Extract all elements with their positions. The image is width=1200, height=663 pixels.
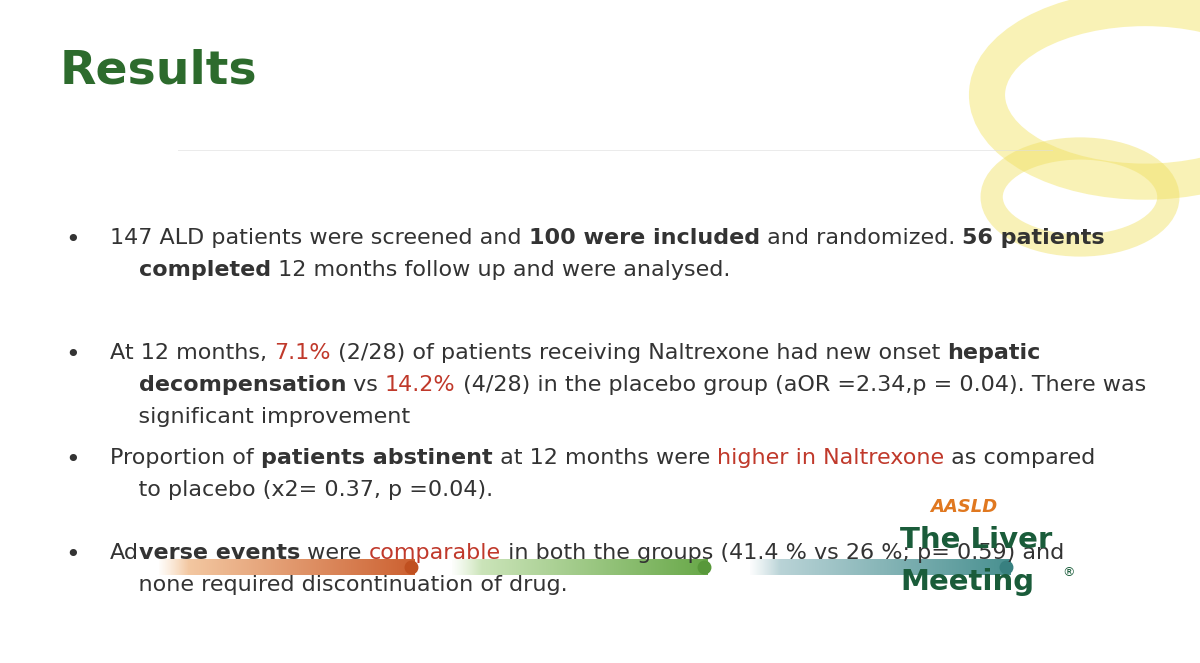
Text: significant improvement: significant improvement (110, 407, 410, 427)
Text: •: • (65, 343, 79, 367)
Text: At 12 months,: At 12 months, (110, 343, 274, 363)
Text: to placebo (x2= 0.37, p =0.04).: to placebo (x2= 0.37, p =0.04). (110, 480, 493, 500)
Text: hepatic: hepatic (947, 343, 1040, 363)
Text: decompensation: decompensation (138, 375, 346, 395)
Text: and randomized.: and randomized. (760, 228, 962, 248)
Text: 147 ALD patients were screened and: 147 ALD patients were screened and (110, 228, 529, 248)
Text: 12 months follow up and were analysed.: 12 months follow up and were analysed. (271, 260, 730, 280)
Text: none required discontinuation of drug.: none required discontinuation of drug. (110, 575, 568, 595)
Text: were: were (300, 543, 368, 563)
Text: Meeting: Meeting (900, 568, 1034, 596)
Text: •: • (65, 543, 79, 567)
Text: Proportion of: Proportion of (110, 448, 260, 468)
Text: in both the groups (41.4 % vs 26 %; p= 0.59) and: in both the groups (41.4 % vs 26 %; p= 0… (500, 543, 1064, 563)
Text: verse events: verse events (139, 543, 300, 563)
Text: 7.1%: 7.1% (274, 343, 331, 363)
Text: 14.2%: 14.2% (385, 375, 456, 395)
Text: (2/28) of patients receiving Naltrexone had new onset: (2/28) of patients receiving Naltrexone … (331, 343, 947, 363)
Text: at 12 months were: at 12 months were (492, 448, 716, 468)
Text: ®: ® (1062, 566, 1074, 579)
Text: higher in Naltrexone: higher in Naltrexone (716, 448, 944, 468)
Text: •: • (65, 448, 79, 472)
Text: patients abstinent: patients abstinent (260, 448, 492, 468)
Text: completed: completed (138, 260, 271, 280)
Text: comparable: comparable (368, 543, 500, 563)
Text: Results: Results (60, 48, 258, 93)
Text: vs: vs (346, 375, 385, 395)
Text: •: • (65, 228, 79, 252)
Text: Ad: Ad (110, 543, 139, 563)
Text: (4/28) in the placebo group (aOR =2.34,p = 0.04). There was: (4/28) in the placebo group (aOR =2.34,p… (456, 375, 1146, 395)
Text: as compared: as compared (944, 448, 1096, 468)
Text: AASLD: AASLD (930, 498, 997, 516)
Text: 56 patients: 56 patients (962, 228, 1105, 248)
Text: The Liver: The Liver (900, 526, 1052, 554)
Text: 100 were included: 100 were included (529, 228, 760, 248)
